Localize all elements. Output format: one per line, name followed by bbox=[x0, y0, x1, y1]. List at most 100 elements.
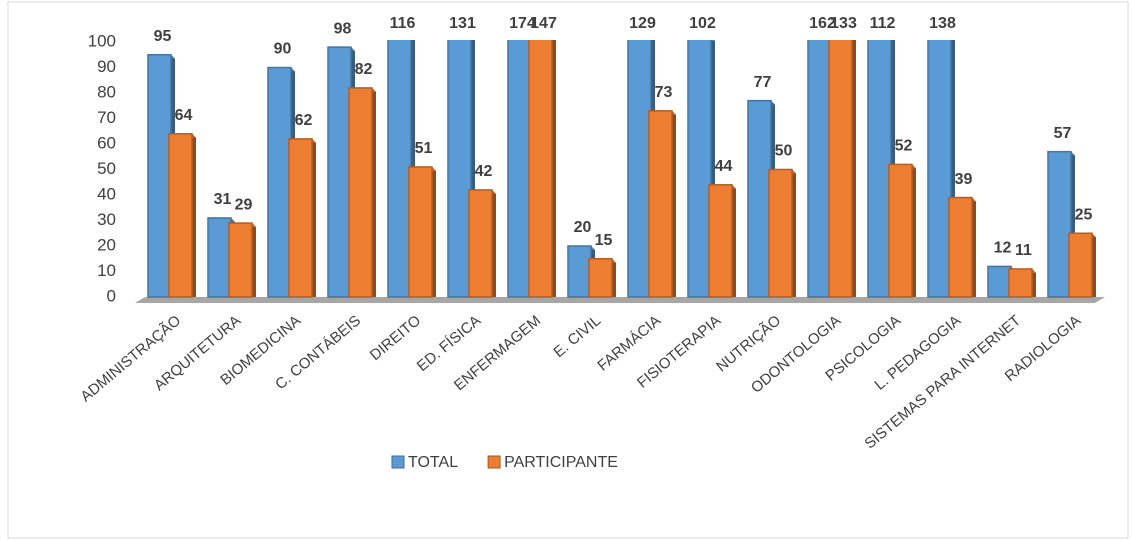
bar-side bbox=[252, 223, 256, 297]
bar-front bbox=[987, 265, 1012, 298]
bar-front bbox=[528, 40, 553, 298]
bar-front bbox=[927, 40, 952, 298]
x-tick-label: E. CIVIL bbox=[550, 312, 604, 361]
data-label: 51 bbox=[415, 140, 433, 157]
chart-frame bbox=[7, 1, 1129, 539]
data-label: 82 bbox=[355, 61, 373, 78]
bar-side bbox=[552, 40, 556, 297]
data-label: 11 bbox=[1015, 242, 1032, 259]
bar-side bbox=[912, 164, 916, 297]
bar bbox=[348, 87, 376, 298]
data-label: 39 bbox=[955, 171, 973, 188]
y-tick-label: 50 bbox=[97, 159, 116, 178]
y-tick-label: 10 bbox=[97, 261, 116, 280]
bar-side bbox=[192, 133, 196, 297]
data-label: 131 bbox=[449, 15, 476, 32]
bar-side bbox=[1092, 233, 1096, 297]
bar-front bbox=[867, 40, 892, 298]
bar-front bbox=[147, 54, 172, 298]
legend-swatch bbox=[391, 455, 405, 469]
x-tick-label: DIREITO bbox=[367, 312, 424, 364]
data-label: 129 bbox=[629, 15, 656, 32]
bar bbox=[828, 40, 856, 298]
data-label: 174 bbox=[509, 15, 536, 32]
bar-front bbox=[708, 184, 733, 298]
bar bbox=[888, 163, 916, 298]
data-label: 62 bbox=[295, 112, 313, 129]
bar-side bbox=[312, 138, 316, 297]
y-tick-label: 30 bbox=[97, 210, 116, 229]
floor bbox=[135, 297, 1105, 303]
data-label: 42 bbox=[475, 163, 493, 180]
bar-side bbox=[792, 169, 796, 297]
bar bbox=[708, 184, 736, 298]
bar bbox=[228, 222, 256, 298]
bar bbox=[648, 110, 676, 298]
x-tick-label: ADMINISTRAÇÃO bbox=[77, 312, 184, 405]
data-label: 52 bbox=[895, 138, 913, 155]
data-label: 57 bbox=[1054, 125, 1072, 142]
bar-front bbox=[888, 163, 913, 298]
bar-front bbox=[447, 40, 472, 298]
data-label: 90 bbox=[274, 41, 292, 58]
data-label: 20 bbox=[574, 219, 592, 236]
bar-front bbox=[687, 40, 712, 298]
y-tick-label: 90 bbox=[97, 57, 116, 76]
bar bbox=[768, 168, 796, 298]
y-tick-label: 40 bbox=[97, 184, 116, 203]
bar bbox=[1008, 268, 1036, 298]
bar bbox=[468, 189, 496, 298]
bar bbox=[588, 258, 616, 298]
bar-side bbox=[492, 189, 496, 297]
legend-swatch bbox=[487, 455, 501, 469]
bar bbox=[1068, 232, 1096, 298]
y-tick-label: 0 bbox=[107, 286, 116, 305]
data-label: 12 bbox=[994, 240, 1012, 257]
bar-front bbox=[1047, 150, 1072, 298]
bar-front bbox=[648, 110, 673, 298]
bar-side bbox=[732, 184, 736, 297]
bar-front bbox=[807, 40, 832, 298]
bar-side bbox=[432, 166, 436, 297]
bar-side bbox=[372, 87, 376, 298]
bar-front bbox=[468, 189, 493, 298]
data-label: 162 bbox=[809, 15, 836, 32]
data-label: 112 bbox=[870, 15, 896, 32]
bar-side bbox=[972, 197, 976, 297]
data-label: 147 bbox=[530, 15, 557, 32]
data-label: 133 bbox=[830, 15, 857, 32]
data-label: 64 bbox=[175, 107, 193, 124]
data-label: 102 bbox=[689, 15, 716, 32]
bar-front bbox=[507, 40, 532, 298]
data-label: 116 bbox=[390, 15, 416, 32]
bar-front bbox=[747, 99, 772, 298]
legend-label: PARTICIPANTE bbox=[504, 454, 618, 471]
bar-front bbox=[348, 87, 373, 298]
bar-side bbox=[1032, 268, 1036, 297]
bar-front bbox=[207, 217, 232, 298]
y-tick-label: 70 bbox=[97, 108, 116, 127]
plot-area bbox=[147, 40, 1096, 298]
data-label: 25 bbox=[1075, 206, 1093, 223]
y-tick-label: 80 bbox=[97, 82, 116, 101]
bar-front bbox=[768, 168, 793, 298]
bar bbox=[528, 40, 556, 298]
bar bbox=[288, 138, 316, 298]
y-tick-label: 100 bbox=[88, 31, 116, 50]
bar bbox=[168, 133, 196, 298]
data-label: 29 bbox=[235, 196, 253, 213]
bar bbox=[948, 196, 976, 298]
bar-front bbox=[408, 166, 433, 298]
legend-label: TOTAL bbox=[408, 454, 458, 471]
bar-side bbox=[852, 40, 856, 297]
bar-front bbox=[168, 133, 193, 298]
bar-front bbox=[567, 245, 592, 298]
bar-side bbox=[672, 110, 676, 297]
bar-front bbox=[1068, 232, 1093, 298]
data-label: 31 bbox=[214, 191, 232, 208]
bar bbox=[408, 166, 436, 298]
bar-front bbox=[288, 138, 313, 298]
bar-front bbox=[267, 66, 292, 298]
data-label: 95 bbox=[154, 28, 172, 45]
bar-front bbox=[228, 222, 253, 298]
